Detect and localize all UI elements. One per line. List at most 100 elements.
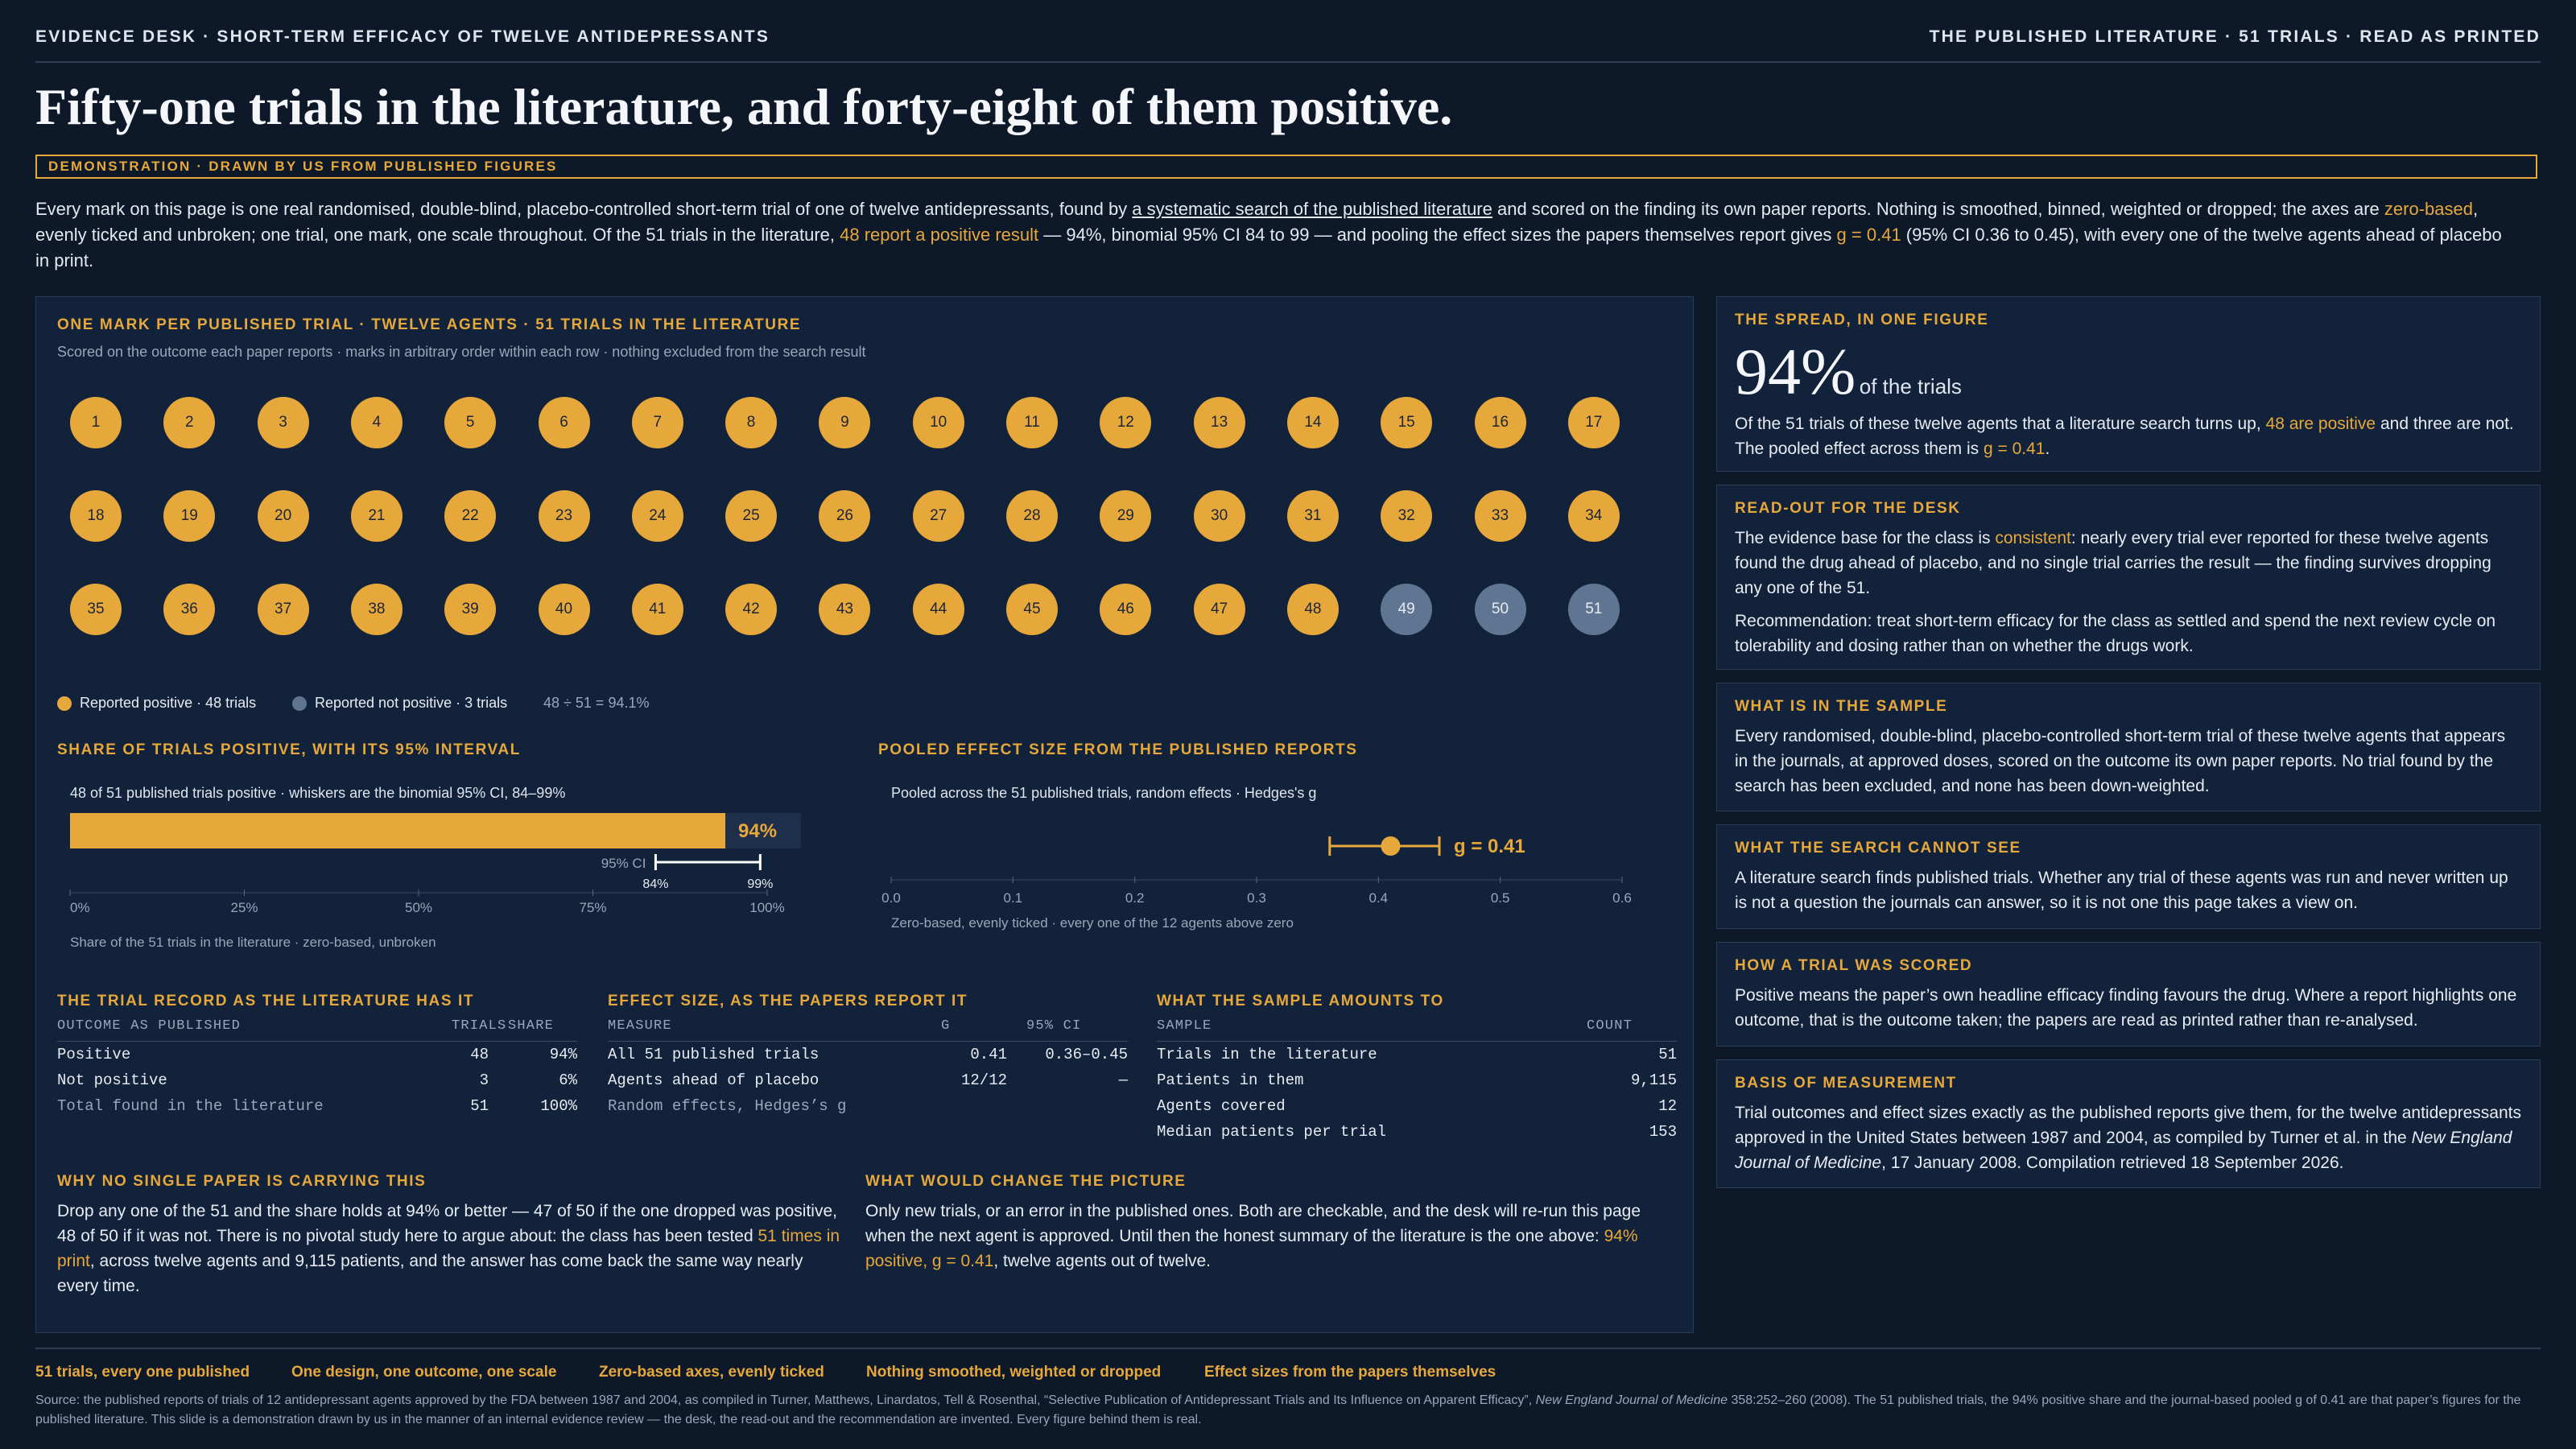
- effect-tick-label: 0.3: [1247, 890, 1266, 906]
- table-row: Median patients per trial 153: [1157, 1123, 1677, 1141]
- table-row: Patients in them 9,115: [1157, 1071, 1677, 1089]
- readout-text: The evidence base for the class is consi…: [1735, 529, 2491, 597]
- demo-banner: DEMONSTRATION · DRAWN BY US FROM PUBLISH…: [35, 155, 2537, 179]
- table-row: Positive 48 94%: [57, 1046, 577, 1063]
- effect-tick-label: 0.2: [1125, 890, 1145, 906]
- ci-low-label: 84%: [642, 877, 668, 891]
- spread-text: Of the 51 trials of these twelve agents …: [1735, 415, 2514, 458]
- share-value-label: 94%: [738, 820, 777, 842]
- trial-dot: 14: [1286, 397, 1339, 448]
- legend-ratio: 48 ÷ 51 = 94.1%: [543, 695, 650, 711]
- effect-chart-title: POOLED EFFECT SIZE FROM THE PUBLISHED RE…: [878, 741, 1358, 758]
- trial-dot: 8: [725, 397, 778, 448]
- effect-size-chart: g = 0.41 0.0 0.1 0.2 0.3 0.4 0.5 0.6: [881, 836, 1632, 906]
- sample-text: Every randomised, double-blind, placebo-…: [1735, 727, 2506, 795]
- basis-title: BASIS OF MEASUREMENT: [1735, 1075, 1957, 1092]
- trial-dot: 23: [538, 490, 590, 542]
- effect-table: MEASURE G 95% CI All 51 published trials…: [608, 1017, 1128, 1119]
- trial-dot: 47: [1193, 584, 1245, 635]
- record-table: OUTCOME AS PUBLISHED TRIALS SHARE Positi…: [57, 1017, 577, 1119]
- trial-dot: 44: [912, 584, 964, 635]
- table-row: Total found in the literature 51 100%: [57, 1097, 577, 1115]
- header-right: THE PUBLISHED LITERATURE · 51 TRIALS · R…: [1929, 27, 2541, 46]
- share-chart-subtitle: 48 of 51 published trials positive · whi…: [70, 785, 566, 801]
- spread-panel: THE SPREAD, IN ONE FIGURE 94% of the tri…: [1716, 296, 2541, 472]
- main-panel-subtitle: Scored on the outcome each paper reports…: [57, 344, 866, 360]
- share-tick-label: 25%: [230, 900, 258, 915]
- effect-chart-subtitle: Pooled across the 51 published trials, r…: [891, 785, 1317, 801]
- trial-dot: 33: [1474, 490, 1526, 542]
- trial-dot: 25: [725, 490, 778, 542]
- sample-table: SAMPLE COUNT Trials in the literature 51…: [1157, 1017, 1677, 1145]
- table-note: Random effects, Hedges’s g: [608, 1097, 847, 1115]
- trial-dot: 2: [163, 397, 216, 448]
- table-row: Agents covered 12: [1157, 1097, 1677, 1115]
- record-table-header: OUTCOME AS PUBLISHED TRIALS SHARE: [57, 1017, 577, 1042]
- trial-dot: 48: [1286, 584, 1339, 635]
- scored-panel: HOW A TRIAL WAS SCORED Positive means th…: [1716, 942, 2541, 1046]
- trial-dot: 11: [1006, 397, 1058, 448]
- trial-dot: 43: [819, 584, 871, 635]
- trial-dot: 17: [1567, 397, 1620, 448]
- spread-figure: 94% of the trials: [1735, 335, 1962, 408]
- trial-dot: 51: [1567, 584, 1620, 635]
- trial-dot: 24: [631, 490, 683, 542]
- trial-dot: 19: [163, 490, 216, 542]
- trial-dot: 16: [1474, 397, 1526, 448]
- trial-dot: 49: [1381, 584, 1433, 635]
- trial-dot: 20: [257, 490, 309, 542]
- effect-tick-label: 0.5: [1491, 890, 1510, 906]
- page-title: Fifty-one trials in the literature, and …: [35, 78, 1453, 135]
- share-tick-label: 50%: [405, 900, 432, 915]
- effect-chart-xlabel: Zero-based, evenly ticked · every one of…: [891, 915, 1294, 931]
- trial-dot: 32: [1381, 490, 1433, 542]
- basis-text: Trial outcomes and effect sizes exactly …: [1735, 1104, 2522, 1172]
- share-bar: [70, 813, 726, 848]
- trial-dot: 21: [350, 490, 402, 542]
- legend-negative: Reported not positive · 3 trials: [292, 695, 507, 712]
- trial-dot: 5: [444, 397, 497, 448]
- table-row: All 51 published trials 0.41 0.36–0.45: [608, 1046, 1128, 1063]
- share-chart-title: SHARE OF TRIALS POSITIVE, WITH ITS 95% I…: [57, 741, 521, 758]
- ci-high-label: 99%: [747, 877, 773, 891]
- legend-positive: Reported positive · 48 trials: [57, 695, 256, 712]
- trial-dot: 36: [163, 584, 216, 635]
- share-tick-label: 100%: [749, 900, 784, 915]
- trial-dot: 30: [1193, 490, 1245, 542]
- why-title: WHY NO SINGLE PAPER IS CARRYING THIS: [57, 1173, 427, 1190]
- main-panel: ONE MARK PER PUBLISHED TRIAL · TWELVE AG…: [35, 296, 1694, 1333]
- trial-dot: 26: [819, 490, 871, 542]
- effect-tick-label: 0.4: [1369, 890, 1389, 906]
- effect-table-header: MEASURE G 95% CI: [608, 1017, 1128, 1042]
- table-row: Agents ahead of placebo 12/12 —: [608, 1071, 1128, 1089]
- literature-link[interactable]: a systematic search of the published lit…: [1132, 199, 1492, 219]
- trial-dot: 1: [70, 397, 122, 448]
- share-chart-xlabel: Share of the 51 trials in the literature…: [70, 935, 436, 950]
- main-panel-title: ONE MARK PER PUBLISHED TRIAL · TWELVE AG…: [57, 316, 802, 333]
- trial-dot: 45: [1006, 584, 1058, 635]
- readout-recommendation: Recommendation: treat short-term efficac…: [1735, 612, 2496, 655]
- sample-panel: WHAT IS IN THE SAMPLE Every randomised, …: [1716, 683, 2541, 811]
- legend-negative-swatch: [292, 696, 307, 711]
- trial-dot: 41: [631, 584, 683, 635]
- intro-paragraph: Every mark on this page is one real rand…: [35, 199, 2502, 270]
- cannot-panel: WHAT THE SEARCH CANNOT SEE A literature …: [1716, 824, 2541, 929]
- readout-title: READ-OUT FOR THE DESK: [1735, 500, 1961, 517]
- ci-label: 95% CI: [601, 856, 646, 871]
- trial-dot: 13: [1193, 397, 1245, 448]
- trial-dot: 31: [1286, 490, 1339, 542]
- cannot-title: WHAT THE SEARCH CANNOT SEE: [1735, 840, 2021, 857]
- legend-positive-swatch: [57, 696, 72, 711]
- trial-dot: 3: [257, 397, 309, 448]
- trial-dot: 37: [257, 584, 309, 635]
- trial-dot: 46: [1100, 584, 1152, 635]
- effect-tick-label: 0.0: [881, 890, 901, 906]
- sample-table-title: WHAT THE SAMPLE AMOUNTS TO: [1157, 993, 1444, 1009]
- share-tick-label: 0%: [70, 900, 90, 915]
- trial-dot: 27: [912, 490, 964, 542]
- header-rule: [35, 61, 2541, 63]
- table-row: Trials in the literature 51: [1157, 1046, 1677, 1063]
- cannot-text: A literature search finds published tria…: [1735, 869, 2508, 912]
- trial-dot: 29: [1100, 490, 1152, 542]
- trial-dot: 34: [1567, 490, 1620, 542]
